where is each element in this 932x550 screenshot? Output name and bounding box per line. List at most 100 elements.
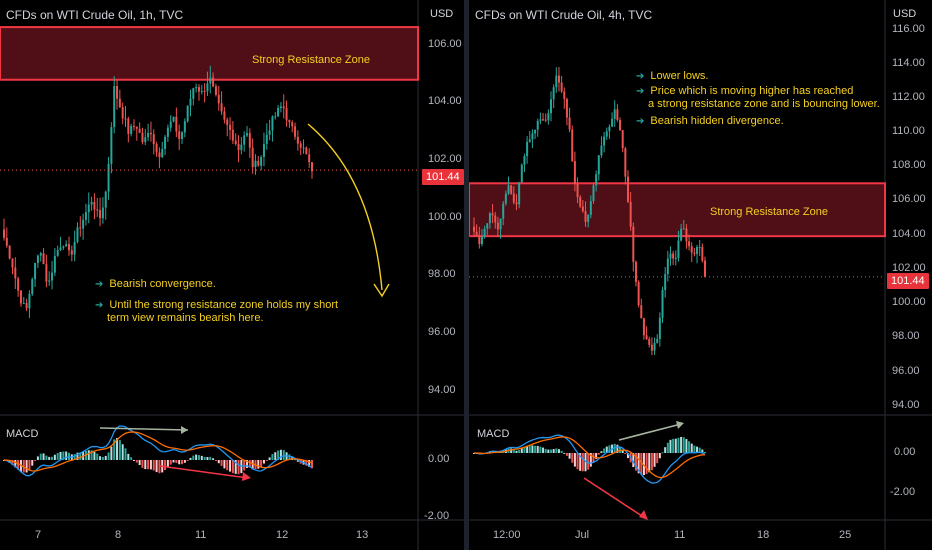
chart-panel-4h[interactable]: CFDs on WTI Crude Oil, 4h, TVC USD 116.0…: [469, 0, 932, 550]
macd-histogram-bar: [557, 449, 560, 453]
x-tick: Jul: [575, 529, 590, 541]
macd-histogram-bar: [534, 445, 537, 453]
macd-y-tick: 0.00: [894, 446, 916, 458]
macd-histogram-bar: [603, 448, 606, 453]
candle-body: [661, 290, 664, 318]
x-tick: 7: [35, 529, 42, 541]
candle-body: [147, 132, 150, 138]
macd-histogram-bar: [56, 452, 59, 460]
macd-histogram-bar: [528, 445, 531, 453]
annotation-note: ➔ Bearish convergence.: [95, 278, 216, 291]
candle-body: [672, 253, 675, 259]
macd-histogram-bar: [45, 455, 48, 460]
candle-body: [486, 223, 489, 229]
macd-histogram-bar: [107, 452, 110, 460]
macd-histogram-bar: [512, 449, 515, 453]
candle-body: [311, 162, 313, 172]
macd-histogram-bar: [231, 460, 234, 474]
macd-histogram-bar: [592, 453, 595, 463]
macd-histogram-bar: [571, 453, 574, 463]
macd-histogram-bar: [595, 453, 598, 459]
x-tick: 25: [839, 529, 852, 541]
candle-body: [254, 160, 257, 168]
candle-body: [650, 344, 653, 351]
candle-body: [565, 99, 568, 118]
candle-body: [262, 144, 265, 157]
candle-body: [550, 99, 552, 114]
resistance-zone-rect: [469, 182, 886, 238]
macd-histogram-bar: [279, 449, 282, 460]
macd-histogram-bar: [118, 440, 121, 460]
macd-histogram-bar: [181, 460, 184, 465]
macd-histogram-bar: [223, 460, 226, 469]
macd-histogram-bar: [624, 453, 627, 454]
candle-body: [616, 109, 619, 120]
macd-histogram-bar: [257, 460, 260, 469]
x-tick: 12: [276, 529, 289, 541]
candle-body: [53, 255, 56, 273]
candle-body: [234, 140, 237, 145]
macd-label: MACD: [477, 428, 510, 440]
candle-body: [552, 87, 555, 100]
macd-histogram-bar: [144, 460, 147, 470]
macd-histogram-bar: [294, 459, 297, 461]
candle-body: [209, 77, 212, 84]
macd-histogram-bar: [282, 450, 285, 460]
macd-histogram-bar: [79, 452, 82, 460]
macd-histogram-bar: [99, 456, 102, 460]
macd-histogram-bar: [268, 457, 271, 460]
candle-body: [547, 113, 550, 121]
candle-body: [251, 147, 254, 168]
signal-line: [473, 436, 706, 479]
candle-body: [181, 132, 184, 139]
y-tick: 112.00: [892, 91, 925, 103]
macd-histogram-bar: [698, 447, 701, 453]
chart-canvas-1h[interactable]: [0, 0, 464, 550]
macd-histogram-bar: [104, 455, 107, 460]
macd-histogram-bar: [274, 452, 277, 460]
candle-body: [31, 279, 34, 294]
macd-histogram-bar: [169, 460, 172, 465]
macd-histogram-bar: [113, 439, 116, 460]
macd-histogram-bar: [14, 460, 17, 468]
candle-body: [584, 211, 587, 222]
candle-body: [568, 117, 571, 130]
divergence-line-upper: [618, 423, 682, 441]
macd-histogram-bar: [31, 460, 34, 466]
candle-body: [536, 120, 539, 130]
candle-body: [172, 116, 175, 122]
candle-body: [39, 253, 42, 256]
macd-histogram-bar: [526, 445, 529, 453]
macd-histogram-bar: [237, 460, 240, 475]
candle-body: [669, 253, 672, 259]
macd-histogram-bar: [690, 443, 693, 453]
macd-histogram-bar: [203, 456, 206, 460]
candle-body: [690, 246, 693, 253]
y-tick: 94.00: [428, 384, 456, 396]
chart-panel-1h[interactable]: CFDs on WTI Crude Oil, 1h, TVC USD 106.0…: [0, 0, 464, 550]
panel-divider[interactable]: [464, 0, 469, 550]
macd-histogram-bar: [672, 438, 675, 453]
candle-body: [680, 228, 683, 241]
candle-body: [542, 119, 545, 121]
candle-body: [600, 145, 603, 156]
macd-histogram-bar: [90, 450, 93, 460]
candle-body: [576, 183, 579, 198]
candle-body: [42, 253, 45, 265]
macd-histogram-bar: [124, 448, 127, 460]
macd-histogram-bar: [510, 448, 513, 453]
candle-body: [640, 305, 643, 319]
macd-histogram-bar: [25, 460, 28, 473]
macd-histogram-bar: [271, 454, 274, 460]
candle-body: [3, 229, 5, 238]
candle-body: [595, 174, 598, 186]
resistance-zone-label: Strong Resistance Zone: [252, 54, 371, 66]
candle-body: [653, 342, 656, 351]
macd-histogram-bar: [680, 436, 683, 453]
candle-body: [277, 107, 280, 117]
macd-histogram-bar: [59, 451, 62, 460]
candle-body: [682, 228, 685, 230]
y-tick: 106.00: [428, 38, 462, 50]
arrow-right-icon: ➔: [636, 86, 645, 97]
chart-canvas-4h[interactable]: [469, 0, 932, 550]
